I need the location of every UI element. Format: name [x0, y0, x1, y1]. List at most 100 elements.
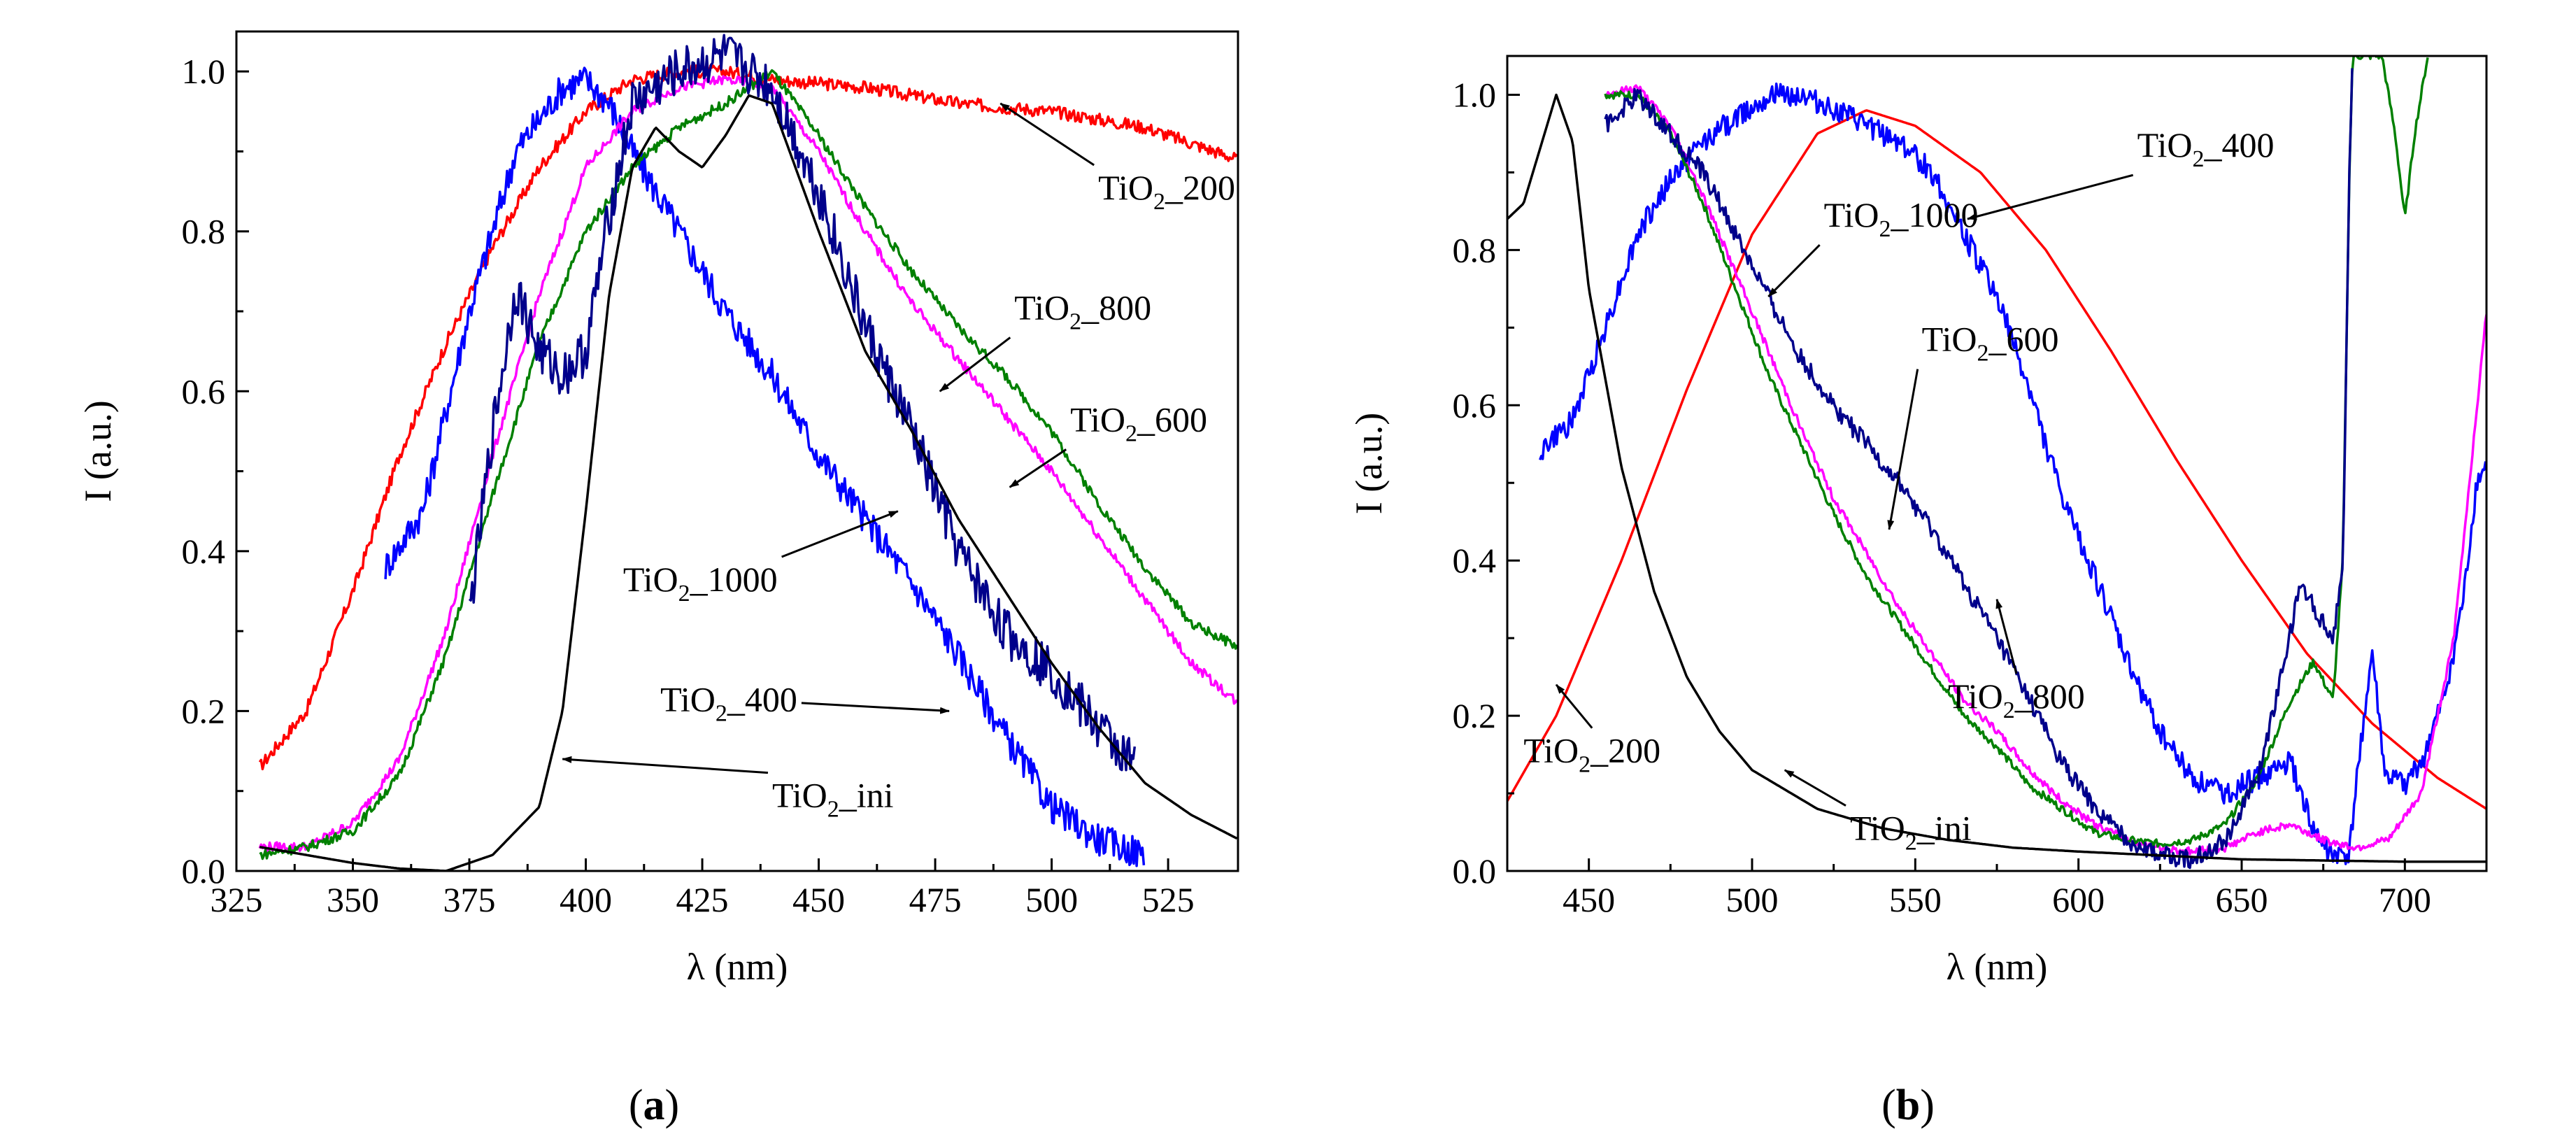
- annotation-subscript: 2: [716, 700, 727, 726]
- annotation-prefix: TiO: [1070, 399, 1125, 439]
- panel-b-series-tio2_400: [1539, 82, 2486, 865]
- annotation-suffix: _400: [2203, 125, 2274, 164]
- annotation-subscript: 2: [1153, 189, 1165, 215]
- panel-a-annotation-arrow: [801, 702, 951, 714]
- panel-b-y-axis-label: I (a.u.): [1348, 413, 1390, 514]
- annotation-subscript: 2: [2192, 146, 2204, 172]
- annotation-subscript: 2: [1977, 341, 1988, 367]
- panel-b-annotation: TiO2_400: [2137, 125, 2275, 172]
- annotation-suffix: _800: [2014, 676, 2085, 716]
- panel-b-series-tio2_200: [1507, 109, 2486, 810]
- panel-b-x-tick-label: 500: [1726, 880, 1779, 919]
- panel-a-series-tio2_600: [258, 75, 1238, 853]
- panel-a-x-tick-label: 500: [1025, 880, 1078, 919]
- panel-b-annotation: TiO2_ini: [1850, 809, 1972, 856]
- panel-a-annotation: TiO2_1000: [623, 560, 778, 607]
- annotation-subscript: 2: [1069, 309, 1081, 334]
- panel-a-x-tick-label: 525: [1142, 880, 1195, 919]
- panel-a-annotation: TiO2_ini: [772, 776, 894, 823]
- panel-label-letter: a: [643, 1082, 665, 1129]
- annotation-suffix: _200: [1165, 168, 1235, 207]
- panel-b-annotation-arrow: [1887, 369, 1919, 530]
- panel-b-x-tick-label: 700: [2379, 880, 2431, 919]
- panel-b-chart: 450 500 550 600 650 700 0.0 0.2 0.4 0.6 0.8 1.0 λ (n…: [1348, 55, 2488, 1129]
- panel-a-label: (a): [629, 1082, 679, 1129]
- annotation-suffix: _200: [1590, 731, 1660, 770]
- panel-a-annotation-arrow: [939, 336, 1011, 392]
- annotation-subscript: 2: [1905, 830, 1917, 856]
- annotation-suffix: _400: [727, 679, 797, 718]
- panel-b-y-tick-label: 0.0: [1453, 851, 1497, 891]
- panel-a-series-tio2_400: [384, 66, 1146, 867]
- panel-a-y-tick-label: 0.8: [182, 212, 226, 251]
- annotation-suffix: _600: [1137, 399, 1207, 439]
- panel-a-y-tick-label: 1.0: [182, 52, 226, 91]
- annotation-suffix: _800: [1081, 288, 1151, 327]
- panel-a-series-tio2_200: [258, 64, 1238, 771]
- panel-a-x-tick-label: 350: [327, 880, 379, 919]
- panel-a-annotation-arrow: [999, 102, 1095, 166]
- panel-b-annotation-arrow: [1784, 769, 1846, 807]
- annotation-prefix: TiO: [1014, 288, 1069, 327]
- panel-b-x-tick-label: 450: [1563, 880, 1615, 919]
- panel-a-x-tick-label: 450: [792, 880, 845, 919]
- panel-a-x-tick-label: 475: [909, 880, 962, 919]
- panel-a-y-tick-label: 0.0: [182, 851, 226, 891]
- panel-a-y-tick-label: 0.6: [182, 371, 226, 411]
- panel-a-chart: 325 350 375 400 425 450 475 500 525 0.0 0.2 0.4 0.6 0…: [77, 30, 1239, 1129]
- panel-b-y-tick-label: 1.0: [1453, 75, 1497, 114]
- annotation-subscript: 2: [1579, 752, 1591, 778]
- panel-b-annotation: TiO2_1000: [1824, 195, 1979, 242]
- panel-b-annotation-arrow: [1995, 598, 2018, 674]
- panel-a-y-tick-label: 0.2: [182, 691, 226, 730]
- annotation-prefix: TiO: [1824, 195, 1879, 234]
- panel-a-series-tio2_ini: [259, 94, 1238, 871]
- panel-a-x-tick-label: 325: [211, 880, 263, 919]
- panel-a-annotation-arrow: [1009, 448, 1067, 488]
- panel-b-annotation-arrow: [1767, 244, 1821, 298]
- annotation-prefix: TiO: [1850, 809, 1905, 848]
- panel-b-label: (b): [1881, 1082, 1935, 1129]
- annotation-suffix: _ini: [1916, 809, 1972, 848]
- panel-a-annotation: TiO2_200: [1098, 168, 1235, 215]
- panel-a-annotation: TiO2_800: [1014, 288, 1151, 334]
- panel-a-series-group: [258, 34, 1238, 871]
- panel-b-annotation: TiO2_800: [1948, 676, 2085, 723]
- panel-a-y-tick-label: 0.4: [182, 532, 226, 571]
- annotation-suffix: _600: [1988, 320, 2058, 359]
- panel-a-plot-frame: [235, 30, 1239, 872]
- panel-b-series-tio2_ini: [1507, 93, 2486, 863]
- annotation-prefix: TiO: [2137, 125, 2193, 164]
- panel-b-x-axis-label: λ (nm): [1947, 946, 2048, 988]
- annotation-suffix: _1000: [1890, 195, 1978, 234]
- panel-b-annotation: TiO2_600: [1922, 320, 2059, 367]
- panel-a-x-tick-label: 400: [560, 880, 612, 919]
- annotation-prefix: TiO: [660, 679, 716, 718]
- panel-b-y-tick-label: 0.8: [1453, 230, 1497, 269]
- panel-b-y-tick-label: 0.2: [1453, 696, 1497, 735]
- panel-a-annotation: TiO2_400: [660, 679, 797, 726]
- panel-b-x-tick-label: 600: [2052, 880, 2105, 919]
- annotation-prefix: TiO: [1948, 676, 2003, 716]
- panel-b-series-tio2_800: [1604, 56, 2429, 848]
- panel-b-x-tick-label: 550: [1889, 880, 1942, 919]
- annotation-subscript: 2: [678, 581, 690, 607]
- panel-a-annotation-arrow: [562, 756, 769, 774]
- panel-b-y-tick-label: 0.4: [1453, 541, 1497, 580]
- panel-a-annotation: TiO2_600: [1070, 399, 1207, 446]
- panel-b-series-group: [1507, 56, 2486, 870]
- panel-b-annotation-arrow: [1555, 683, 1593, 729]
- panel-a-annotation-arrow: [781, 510, 899, 558]
- panel-b-series-tio2_600: [1604, 84, 2486, 856]
- annotation-prefix: TiO: [1098, 168, 1153, 207]
- panel-b-y-tick-label: 0.6: [1453, 385, 1497, 425]
- annotation-subscript: 2: [1879, 216, 1891, 242]
- panel-a-x-axis-label: λ (nm): [687, 946, 788, 988]
- annotation-subscript: 2: [1125, 420, 1137, 446]
- annotation-subscript: 2: [2003, 697, 2015, 723]
- annotation-subscript: 2: [827, 797, 839, 823]
- panel-b-series-tio2_1000: [1604, 68, 2354, 870]
- panel-a-x-tick-label: 375: [443, 880, 496, 919]
- panel-b-annotation: TiO2_200: [1523, 731, 1660, 778]
